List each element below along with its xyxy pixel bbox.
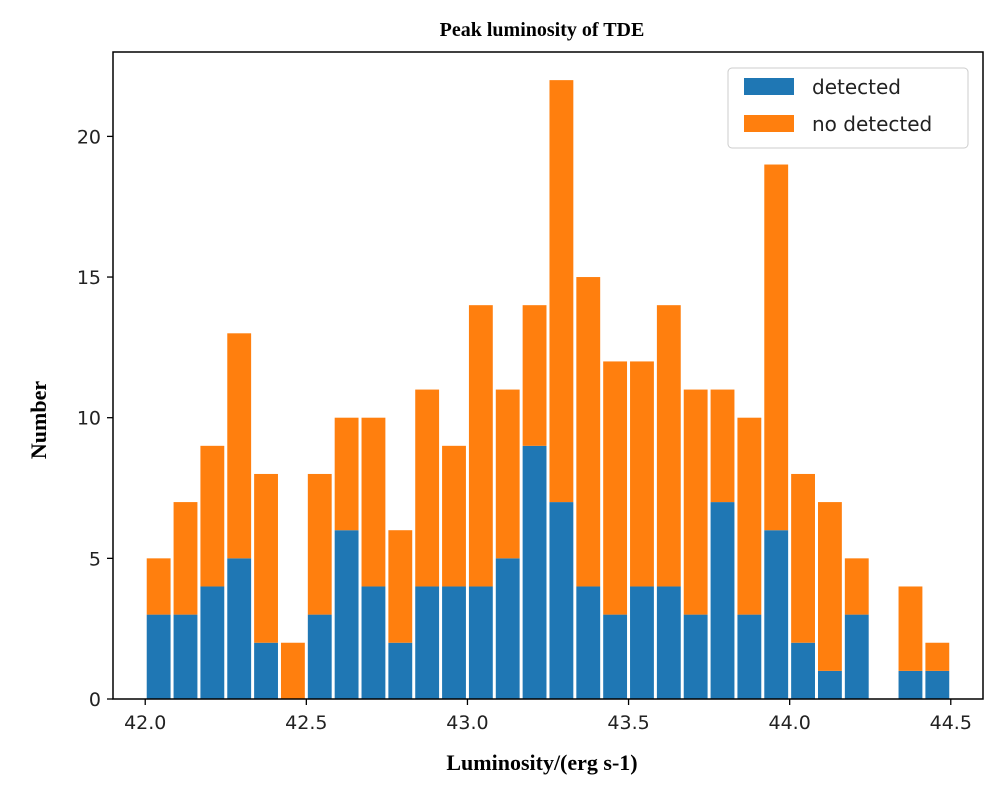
bar-no-detected bbox=[603, 361, 628, 615]
bar-no-detected bbox=[925, 642, 950, 671]
bar-no-detected bbox=[280, 642, 305, 699]
bar-no-detected bbox=[656, 305, 681, 587]
bar-detected bbox=[764, 530, 789, 699]
x-axis-ticks: 42.0 42.5 43.0 43.5 44.0 44.5 bbox=[124, 699, 972, 734]
bar-detected bbox=[549, 502, 574, 699]
bar-no-detected bbox=[254, 473, 278, 643]
bar-no-detected bbox=[146, 558, 171, 615]
y-tick-label: 0 bbox=[89, 689, 101, 711]
bars-group bbox=[146, 80, 950, 699]
chart-title: Peak luminosity of TDE bbox=[440, 19, 645, 41]
y-axis-label: Number bbox=[26, 381, 51, 459]
bar-no-detected bbox=[388, 530, 413, 643]
bar-detected bbox=[844, 614, 869, 699]
bar-no-detected bbox=[495, 389, 520, 559]
bar-detected bbox=[254, 642, 278, 699]
bar-no-detected bbox=[710, 389, 735, 503]
bar-no-detected bbox=[576, 277, 601, 587]
bar-detected bbox=[791, 642, 815, 699]
bar-no-detected bbox=[522, 305, 547, 446]
x-axis-label: Luminosity/(erg s-1) bbox=[446, 750, 637, 775]
bar-no-detected bbox=[415, 389, 440, 587]
bar-no-detected bbox=[173, 502, 198, 615]
y-tick-label: 15 bbox=[77, 267, 101, 289]
bar-detected bbox=[415, 586, 440, 699]
y-tick-label: 5 bbox=[89, 548, 101, 570]
bar-detected bbox=[898, 670, 923, 699]
x-tick-label: 42.5 bbox=[285, 712, 327, 734]
bar-detected bbox=[576, 586, 601, 699]
bar-detected bbox=[146, 614, 171, 699]
y-tick-label: 10 bbox=[77, 408, 101, 430]
legend-swatch-detected bbox=[744, 78, 794, 95]
bar-no-detected bbox=[737, 417, 762, 615]
bar-no-detected bbox=[200, 445, 225, 587]
bar-detected bbox=[361, 586, 386, 699]
bar-no-detected bbox=[817, 502, 842, 671]
bar-detected bbox=[925, 670, 950, 699]
bar-detected bbox=[334, 530, 359, 699]
bar-no-detected bbox=[764, 164, 789, 531]
bar-no-detected bbox=[683, 389, 708, 615]
bar-no-detected bbox=[307, 473, 332, 615]
bar-no-detected bbox=[361, 417, 386, 587]
bar-detected bbox=[710, 502, 735, 699]
bar-detected bbox=[173, 614, 198, 699]
y-axis-ticks: 0 5 10 15 20 bbox=[77, 126, 113, 711]
bar-detected bbox=[737, 614, 762, 699]
bar-detected bbox=[683, 614, 708, 699]
bar-no-detected bbox=[334, 417, 359, 531]
bar-detected bbox=[656, 586, 681, 699]
legend-label-no-detected: no detected bbox=[812, 112, 932, 136]
bar-detected bbox=[388, 642, 413, 699]
legend-label-detected: detected bbox=[812, 75, 901, 99]
bar-no-detected bbox=[630, 361, 654, 587]
bar-no-detected bbox=[468, 305, 493, 587]
bar-detected bbox=[227, 558, 252, 699]
bar-no-detected bbox=[791, 473, 815, 643]
bar-detected bbox=[630, 586, 654, 699]
bar-detected bbox=[200, 586, 225, 699]
bar-detected bbox=[468, 586, 493, 699]
legend: detected no detected bbox=[727, 67, 969, 149]
bar-no-detected bbox=[442, 445, 466, 587]
x-tick-label: 44.0 bbox=[769, 712, 811, 734]
x-tick-label: 43.5 bbox=[607, 712, 649, 734]
legend-swatch-no-detected bbox=[744, 115, 794, 132]
y-tick-label: 20 bbox=[77, 126, 101, 148]
bar-detected bbox=[307, 614, 332, 699]
bar-no-detected bbox=[844, 558, 869, 615]
bar-detected bbox=[603, 614, 628, 699]
bar-detected bbox=[442, 586, 466, 699]
x-tick-label: 42.0 bbox=[124, 712, 166, 734]
bar-detected bbox=[495, 558, 520, 699]
x-tick-label: 44.5 bbox=[930, 712, 972, 734]
x-tick-label: 43.0 bbox=[446, 712, 488, 734]
bar-detected bbox=[817, 670, 842, 699]
bar-no-detected bbox=[549, 80, 574, 503]
bar-no-detected bbox=[227, 333, 252, 559]
bar-no-detected bbox=[898, 586, 923, 671]
bar-detected bbox=[522, 445, 547, 699]
axes-frame bbox=[112, 51, 984, 700]
